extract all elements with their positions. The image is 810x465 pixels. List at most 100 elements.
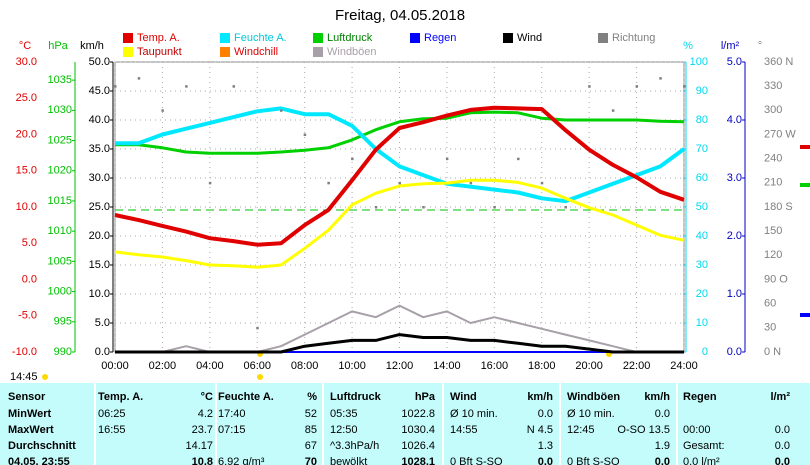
table-cell: 0.0 [537,408,553,420]
y-tick-label: 0.0 [22,273,37,285]
y-tick-label: 1035 [48,74,72,86]
y-tick-label: 30 [696,259,708,271]
table-cell: % [307,391,317,403]
legend-swatch [503,33,513,43]
legend-label: Luftdruck [327,32,373,44]
direction-dot [114,85,117,88]
table-cell: Feuchte A. [218,391,274,403]
table-cell: 1026.4 [401,440,435,452]
table-cell: 6.92 g/m³ [218,456,265,465]
y-tick-label: 20.0 [89,230,110,242]
x-tick-label: 10:00 [338,360,366,372]
table-cell: 10.8 [191,456,213,465]
separator [559,383,561,465]
x-tick-label: 06:00 [243,360,271,372]
table-cell: 1030.4 [401,424,435,436]
direction-dot [351,157,354,161]
table-cell: 17:40 [218,408,246,420]
y-tick-label: 1020 [48,165,72,177]
y-tick-label: 0.0 [95,346,110,358]
table-cell: Luftdruck [330,391,381,403]
x-tick-label: 12:00 [386,360,414,372]
y-tick-label: 20.0 [16,128,37,140]
table-cell: Durchschnitt [8,440,76,452]
legend-swatch [410,33,420,43]
table-cell: Ø 10 min. [450,408,498,420]
table-cell: 04.05. 23:55 [8,456,70,465]
y-tick-label: 60 [764,298,776,310]
y-tick-label: 20 [696,288,708,300]
table-cell: O-SO 13.5 [617,424,670,436]
y-tick-label: 150 [764,225,782,237]
table-cell: hPa [414,391,435,403]
direction-dot [493,206,496,209]
table-cell: 0.0 [774,456,790,465]
table-cell: 16:55 [98,424,126,436]
y-tick-label: 15.0 [89,259,110,271]
y-tick-label: 10.0 [16,201,37,213]
table-cell: Windböen [567,391,621,403]
y-tick-label: 4.0 [727,114,742,126]
direction-dot [137,77,141,80]
table-cell: ^3.3hPa/h [330,440,380,452]
table-cell: 06:25 [98,408,126,420]
table-cell: Sensor [8,391,46,403]
y-tick-label: 210 [764,177,782,189]
direction-dot [279,109,283,112]
x-tick-label: 16:00 [481,360,509,372]
y-tick-label: 1005 [48,255,72,267]
x-tick-label: 00:00 [101,360,129,372]
legend-swatch [598,33,608,43]
side-legend [800,145,810,149]
y-tick-label: 40 [696,230,708,242]
x-tick-label: 04:00 [196,360,224,372]
axis-unit: l/m² [721,40,740,52]
table-cell: 12:45 [567,424,595,436]
separator [94,383,96,465]
legend-swatch [313,47,323,57]
y-tick-label: 90 O [764,273,788,285]
table-cell: km/h [644,391,670,403]
separator [442,383,444,465]
y-tick-label: 5.0 [95,317,110,329]
x-tick-label: 20:00 [575,360,603,372]
table-cell: 0.0 [537,456,553,465]
marker [257,374,263,380]
legend-swatch [123,33,133,43]
y-tick-label: 100 [690,56,708,68]
y-tick-label: 15.0 [16,165,37,177]
separator [215,383,217,465]
direction-dot [303,133,307,136]
y-tick-label: 330 [764,80,782,92]
direction-dot [683,85,686,88]
legend-label: Regen [424,32,456,44]
y-tick-label: -10.0 [12,346,37,358]
table-cell: 4.2 [197,408,213,420]
y-tick-label: 30.0 [16,56,37,68]
series-line [115,106,686,204]
direction-dot [540,181,544,185]
table-cell: 14.17 [185,440,213,452]
side-legend [800,313,810,317]
table-cell: 0.0 [654,456,670,465]
direction-dot [208,181,212,185]
y-tick-label: 45.0 [89,85,110,97]
y-tick-label: 120 [764,249,782,261]
direction-dot [469,181,473,185]
axis-unit: % [683,40,693,52]
y-tick-label: 990 [54,346,72,358]
y-tick-label: 5.0 [22,237,37,249]
table-cell: Ø 10 min. [567,408,615,420]
y-tick-label: 70 [696,143,708,155]
y-tick-label: 30.0 [89,172,110,184]
table-cell: 70 [304,456,317,465]
axis-unit: hPa [48,40,68,52]
direction-dot [611,109,615,112]
table-cell: 0.0 [774,440,790,452]
table-cell: Temp. A. [98,391,144,403]
series-line [114,178,685,269]
y-tick-label: 3.0 [727,172,742,184]
table-cell: 0.0 [774,424,790,436]
x-tick-label: 18:00 [528,360,556,372]
legend-label: Taupunkt [137,46,182,58]
